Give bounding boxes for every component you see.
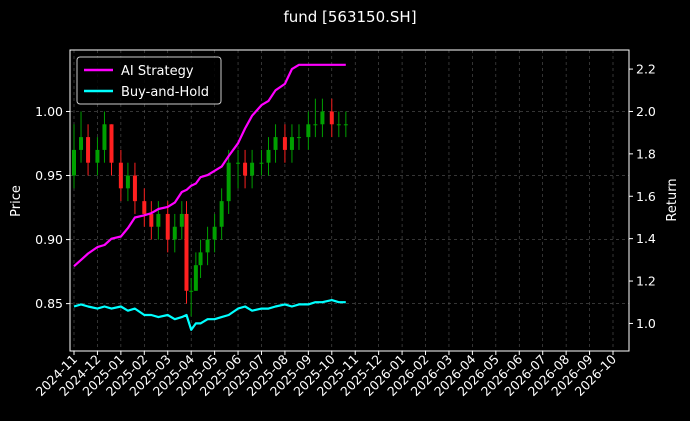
y-tick-label-left: 0.95 [35,168,63,183]
candle-body [282,137,287,150]
candle-body [149,213,154,227]
candle-body [296,137,301,139]
y-tick-label-right: 2.2 [636,62,656,77]
chart-title: fund [563150.SH] [283,8,416,26]
buy-and-hold-line [73,299,346,331]
candle-body [132,175,137,202]
candle-body [243,162,248,176]
candle-body [165,213,170,240]
candle-body [273,137,278,150]
candle-body [86,137,91,163]
y-tick-label-right: 2.0 [636,104,656,119]
candle-body [329,111,334,125]
legend-label-buy-and-hold: Buy-and-Hold [121,85,209,100]
candle-body [172,226,177,240]
candle-body [320,111,325,125]
y-tick-label-right: 1.0 [636,316,656,331]
y-axis-left-label: Price [9,185,24,217]
candle-layer [72,98,348,317]
ai-strategy-line [73,63,346,268]
candle-body [109,124,114,163]
candle-body [306,124,311,138]
candle-body [336,124,341,126]
candle-body [193,265,198,291]
candle-body [95,149,100,163]
candle-body [219,201,224,227]
legend-label-ai-strategy: AI Strategy [121,64,194,79]
candle-body [313,124,318,126]
candle-body [250,162,255,176]
candle-body [184,213,189,291]
candle-body [179,213,184,227]
candle-body [205,239,210,253]
candle-body [118,162,123,189]
plot-frame [69,49,630,352]
y-axis-right-label: Return [665,178,680,221]
y-tick-label-right: 1.4 [636,231,656,246]
candle-body [236,162,241,164]
candle-body [72,149,76,176]
candle-body [198,252,203,266]
candle-body [226,162,231,202]
line-layer [73,63,346,331]
candle-body [289,137,294,150]
candle-body [156,213,161,227]
y-tick-label-left: 0.90 [35,232,63,247]
y-tick-label-left: 1.00 [35,104,63,119]
legend: AI Strategy Buy-and-Hold [76,56,222,105]
candle-body [343,124,348,126]
candle-body [125,175,130,189]
candle-body [266,149,271,163]
y-tick-label-right: 1.8 [636,146,656,161]
y-tick-label-right: 1.6 [636,189,656,204]
candle-body [102,124,107,150]
candle-body [142,201,147,214]
candle-body [212,226,217,240]
y-tick-label-left: 0.85 [35,296,63,311]
candle-body [189,290,194,292]
y-tick-label-right: 1.2 [636,274,656,289]
candle-body [79,137,84,150]
candle-body [259,162,264,164]
